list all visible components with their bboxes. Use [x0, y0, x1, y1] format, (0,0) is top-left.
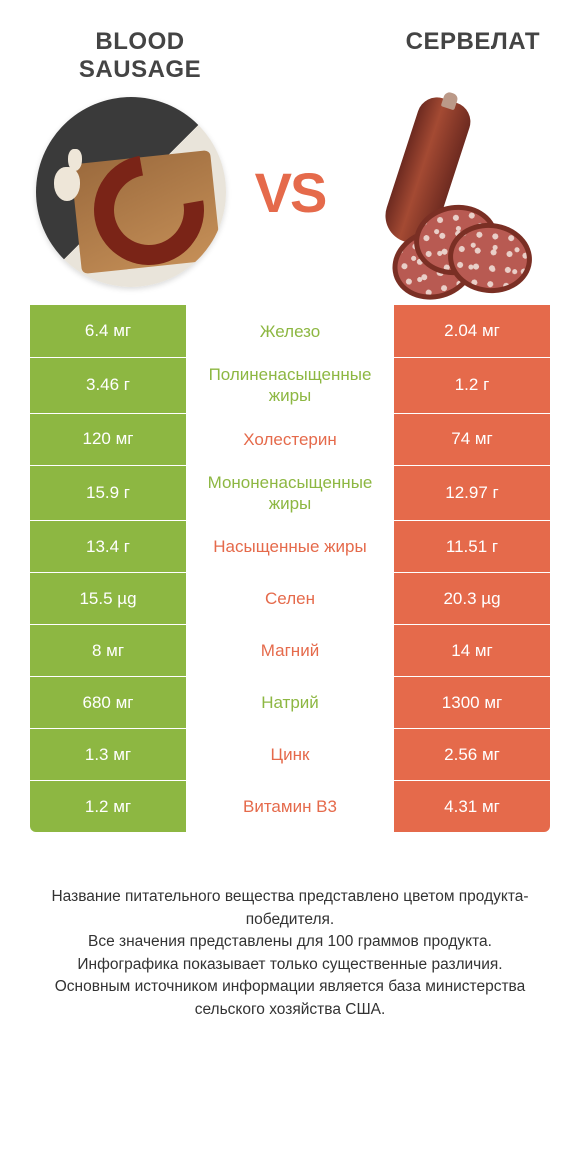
footer-line: Название питательного вещества представл… — [30, 886, 550, 931]
table-row: 680 мгНатрий1300 мг — [30, 676, 550, 728]
value-right: 2.56 мг — [394, 729, 550, 780]
footer-line: Инфографика показывает только существенн… — [30, 954, 550, 976]
table-row: 15.5 µgСелен20.3 µg — [30, 572, 550, 624]
value-left: 15.5 µg — [30, 573, 186, 624]
value-right: 20.3 µg — [394, 573, 550, 624]
nutrient-label: Магний — [186, 625, 394, 676]
value-right: 74 мг — [394, 414, 550, 465]
footer-line: Все значения представлены для 100 граммо… — [30, 931, 550, 953]
header: BLOOD SAUSAGE СЕРВЕЛАТ — [0, 0, 580, 87]
nutrient-label: Цинк — [186, 729, 394, 780]
footer-notes: Название питательного вещества представл… — [30, 886, 550, 1021]
value-right: 14 мг — [394, 625, 550, 676]
nutrient-label: Мононенасыщенные жиры — [186, 466, 394, 521]
product-right-image — [354, 97, 544, 287]
value-left: 13.4 г — [30, 521, 186, 572]
value-left: 120 мг — [30, 414, 186, 465]
value-right: 1300 мг — [394, 677, 550, 728]
value-left: 6.4 мг — [30, 305, 186, 357]
nutrient-label: Железо — [186, 305, 394, 357]
footer-line: Основным источником информации является … — [30, 976, 550, 1021]
value-right: 1.2 г — [394, 358, 550, 413]
nutrient-label: Полиненасыщенные жиры — [186, 358, 394, 413]
table-row: 15.9 гМононенасыщенные жиры12.97 г — [30, 465, 550, 521]
vs-label: VS — [255, 160, 326, 225]
table-row: 3.46 гПолиненасыщенные жиры1.2 г — [30, 357, 550, 413]
value-left: 8 мг — [30, 625, 186, 676]
product-left-title: BLOOD SAUSAGE — [40, 28, 240, 83]
nutrient-label: Селен — [186, 573, 394, 624]
nutrient-label: Натрий — [186, 677, 394, 728]
table-row: 1.2 мгВитамин B34.31 мг — [30, 780, 550, 832]
nutrient-label: Витамин B3 — [186, 781, 394, 832]
table-row: 1.3 мгЦинк2.56 мг — [30, 728, 550, 780]
value-left: 1.2 мг — [30, 781, 186, 832]
hero-row: VS — [0, 87, 580, 305]
product-left-image — [36, 97, 226, 287]
comparison-table: 6.4 мгЖелезо2.04 мг3.46 гПолиненасыщенны… — [30, 305, 550, 832]
value-right: 11.51 г — [394, 521, 550, 572]
value-right: 12.97 г — [394, 466, 550, 521]
table-row: 6.4 мгЖелезо2.04 мг — [30, 305, 550, 357]
nutrient-label: Насыщенные жиры — [186, 521, 394, 572]
table-row: 120 мгХолестерин74 мг — [30, 413, 550, 465]
value-right: 2.04 мг — [394, 305, 550, 357]
value-left: 680 мг — [30, 677, 186, 728]
nutrient-label: Холестерин — [186, 414, 394, 465]
product-right-title: СЕРВЕЛАТ — [340, 28, 540, 83]
value-right: 4.31 мг — [394, 781, 550, 832]
value-left: 15.9 г — [30, 466, 186, 521]
table-row: 13.4 гНасыщенные жиры11.51 г — [30, 520, 550, 572]
value-left: 3.46 г — [30, 358, 186, 413]
table-row: 8 мгМагний14 мг — [30, 624, 550, 676]
value-left: 1.3 мг — [30, 729, 186, 780]
